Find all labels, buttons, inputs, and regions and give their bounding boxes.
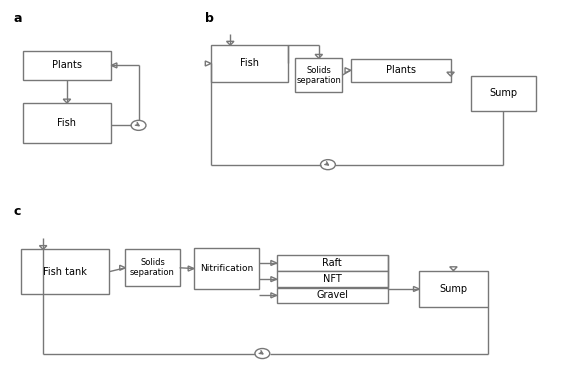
Bar xyxy=(21,249,109,294)
Bar xyxy=(276,271,388,287)
Text: Plants: Plants xyxy=(52,61,82,70)
Text: Solids
separation: Solids separation xyxy=(130,258,175,278)
Text: Fish: Fish xyxy=(240,59,259,68)
Text: Nitrification: Nitrification xyxy=(200,264,253,273)
Bar xyxy=(194,248,259,289)
Text: Fish tank: Fish tank xyxy=(43,267,87,276)
Bar xyxy=(471,76,536,111)
Bar xyxy=(419,271,488,307)
Text: Sump: Sump xyxy=(439,284,468,294)
Text: Fish: Fish xyxy=(58,118,77,128)
Bar xyxy=(295,58,342,92)
Bar xyxy=(126,249,180,286)
Bar xyxy=(211,45,288,82)
Bar xyxy=(22,51,111,80)
Text: NFT: NFT xyxy=(323,274,342,284)
Text: Plants: Plants xyxy=(386,65,416,75)
Bar xyxy=(351,59,450,82)
Text: Gravel: Gravel xyxy=(316,291,348,300)
Text: b: b xyxy=(205,13,214,25)
Bar xyxy=(276,288,388,303)
Text: Raft: Raft xyxy=(323,258,342,268)
Text: Sump: Sump xyxy=(489,88,517,99)
Bar xyxy=(276,255,388,271)
Bar xyxy=(22,103,111,143)
Text: a: a xyxy=(13,13,21,25)
Text: c: c xyxy=(13,205,20,218)
Text: Solids
separation: Solids separation xyxy=(297,66,341,85)
